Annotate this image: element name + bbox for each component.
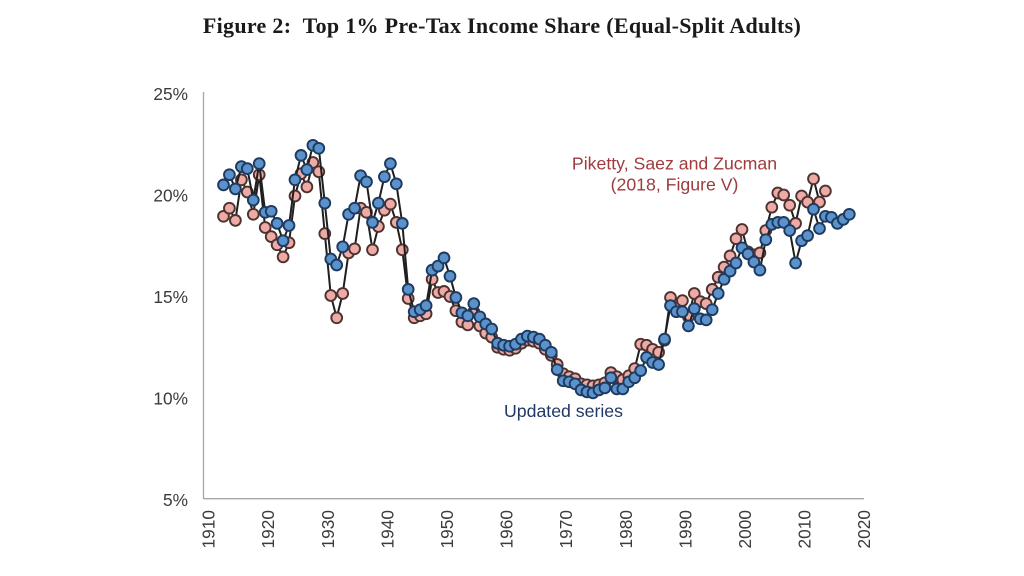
svg-text:1960: 1960 bbox=[497, 510, 517, 548]
svg-text:1920: 1920 bbox=[258, 510, 278, 548]
svg-text:1980: 1980 bbox=[616, 510, 636, 548]
svg-text:Updated series: Updated series bbox=[504, 401, 623, 421]
svg-text:(2018, Figure V): (2018, Figure V) bbox=[611, 175, 739, 195]
svg-text:1950: 1950 bbox=[437, 510, 457, 548]
svg-text:15%: 15% bbox=[153, 287, 188, 307]
svg-text:2010: 2010 bbox=[795, 510, 815, 548]
svg-text:2000: 2000 bbox=[735, 510, 755, 548]
svg-text:1970: 1970 bbox=[556, 510, 576, 548]
svg-text:1990: 1990 bbox=[675, 510, 695, 548]
svg-text:1910: 1910 bbox=[199, 510, 219, 548]
svg-text:25%: 25% bbox=[153, 84, 188, 104]
svg-text:1940: 1940 bbox=[377, 510, 397, 548]
svg-text:1930: 1930 bbox=[318, 510, 338, 548]
svg-text:5%: 5% bbox=[163, 490, 188, 510]
svg-text:2020: 2020 bbox=[854, 510, 874, 548]
svg-text:Piketty, Saez and Zucman: Piketty, Saez and Zucman bbox=[572, 153, 777, 173]
svg-text:10%: 10% bbox=[153, 389, 188, 409]
svg-text:20%: 20% bbox=[153, 186, 188, 206]
